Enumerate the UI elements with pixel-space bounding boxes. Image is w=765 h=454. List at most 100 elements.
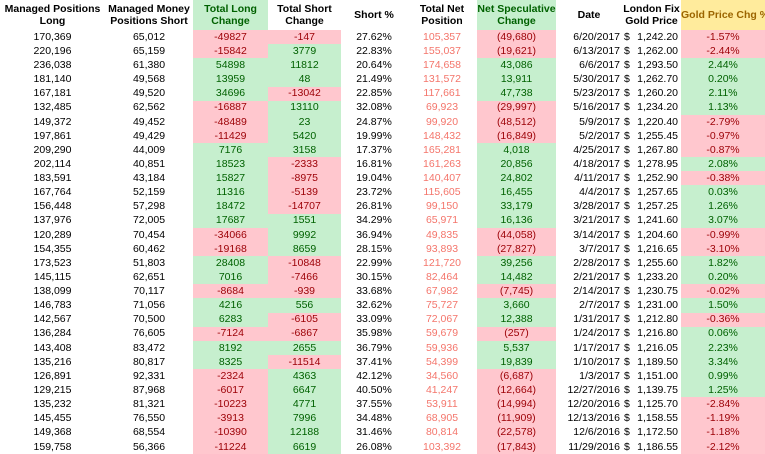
cell-total-long-change[interactable]: 11316: [193, 185, 268, 200]
cell-date[interactable]: 12/6/2016: [556, 425, 622, 440]
cell-net-speculative-change[interactable]: 19,839: [477, 354, 556, 369]
cell-total-long-change[interactable]: 54898: [193, 58, 268, 73]
cell-total-long-change[interactable]: -7124: [193, 326, 268, 341]
cell-date[interactable]: 1/31/2017: [556, 312, 622, 327]
cell-short-pct[interactable]: 36.79%: [341, 340, 407, 355]
cell-gold-price-chg[interactable]: 1.82%: [681, 256, 765, 271]
cell-gold-price[interactable]: $1,216.65: [622, 241, 681, 256]
cell-date[interactable]: 4/25/2017: [556, 143, 622, 158]
cell-managed-long[interactable]: 142,567: [0, 312, 105, 327]
cell-gold-price[interactable]: $1,125.70: [622, 397, 681, 412]
cell-gold-price-chg[interactable]: -0.38%: [681, 171, 765, 186]
cell-gold-price-chg[interactable]: 1.25%: [681, 383, 765, 398]
cell-managed-long[interactable]: 145,115: [0, 270, 105, 285]
cell-gold-price-chg[interactable]: 2.11%: [681, 86, 765, 101]
cell-managed-long[interactable]: 159,758: [0, 439, 105, 454]
cell-gold-price[interactable]: $1,233.20: [622, 270, 681, 285]
cell-gold-price[interactable]: $1,255.45: [622, 128, 681, 143]
cell-managed-short[interactable]: 70,117: [105, 284, 193, 299]
cell-total-short-change[interactable]: -5139: [268, 185, 341, 200]
cell-managed-short[interactable]: 70,454: [105, 227, 193, 242]
cell-total-net-position[interactable]: 65,971: [407, 213, 477, 228]
cell-total-net-position[interactable]: 148,432: [407, 128, 477, 143]
cell-net-speculative-change[interactable]: (11,909): [477, 411, 556, 426]
cell-managed-long[interactable]: 138,099: [0, 284, 105, 299]
cell-total-short-change[interactable]: -11514: [268, 354, 341, 369]
cell-total-short-change[interactable]: 13110: [268, 100, 341, 115]
cell-net-speculative-change[interactable]: 14,482: [477, 270, 556, 285]
cell-managed-short[interactable]: 62,562: [105, 100, 193, 115]
cell-gold-price[interactable]: $1,220.40: [622, 114, 681, 129]
cell-net-speculative-change[interactable]: 39,256: [477, 256, 556, 271]
column-header-short-pct[interactable]: Short %: [341, 0, 407, 30]
cell-gold-price[interactable]: $1,216.05: [622, 340, 681, 355]
cell-short-pct[interactable]: 19.99%: [341, 128, 407, 143]
cell-date[interactable]: 3/7/2017: [556, 241, 622, 256]
cell-date[interactable]: 4/11/2017: [556, 171, 622, 186]
column-header-total-long-change[interactable]: Total Long Change: [193, 0, 268, 30]
cell-managed-short[interactable]: 83,472: [105, 340, 193, 355]
cell-net-speculative-change[interactable]: (17,843): [477, 439, 556, 454]
cell-total-long-change[interactable]: 28408: [193, 256, 268, 271]
cell-managed-long[interactable]: 149,372: [0, 114, 105, 129]
cell-date[interactable]: 1/17/2017: [556, 340, 622, 355]
cell-total-net-position[interactable]: 103,392: [407, 439, 477, 454]
cell-managed-long[interactable]: 120,289: [0, 227, 105, 242]
column-header-gold-price[interactable]: London Fix Gold Price: [622, 0, 681, 30]
cell-gold-price[interactable]: $1,158.55: [622, 411, 681, 426]
cell-short-pct[interactable]: 21.49%: [341, 72, 407, 87]
cell-gold-price-chg[interactable]: 3.07%: [681, 213, 765, 228]
cell-gold-price[interactable]: $1,234.20: [622, 100, 681, 115]
cell-managed-short[interactable]: 70,500: [105, 312, 193, 327]
cell-short-pct[interactable]: 20.64%: [341, 58, 407, 73]
cell-gold-price-chg[interactable]: 1.50%: [681, 298, 765, 313]
cell-gold-price-chg[interactable]: 0.20%: [681, 72, 765, 87]
cell-short-pct[interactable]: 37.41%: [341, 354, 407, 369]
cell-total-short-change[interactable]: 8659: [268, 241, 341, 256]
cell-total-net-position[interactable]: 53,911: [407, 397, 477, 412]
cell-total-short-change[interactable]: 7996: [268, 411, 341, 426]
cell-managed-long[interactable]: 154,355: [0, 241, 105, 256]
cell-gold-price[interactable]: $1,230.75: [622, 284, 681, 299]
cell-managed-long[interactable]: 136,284: [0, 326, 105, 341]
cell-net-speculative-change[interactable]: (7,745): [477, 284, 556, 299]
cell-date[interactable]: 12/13/2016: [556, 411, 622, 426]
cell-managed-short[interactable]: 60,462: [105, 241, 193, 256]
cell-managed-short[interactable]: 51,803: [105, 256, 193, 271]
cell-managed-short[interactable]: 76,605: [105, 326, 193, 341]
cell-short-pct[interactable]: 31.46%: [341, 425, 407, 440]
cell-managed-short[interactable]: 57,298: [105, 199, 193, 214]
cell-total-short-change[interactable]: 1551: [268, 213, 341, 228]
cell-managed-short[interactable]: 52,159: [105, 185, 193, 200]
cell-total-long-change[interactable]: 4216: [193, 298, 268, 313]
column-header-net-speculative-change[interactable]: Net Speculative Change: [477, 0, 556, 30]
cell-net-speculative-change[interactable]: (44,058): [477, 227, 556, 242]
cell-gold-price[interactable]: $1,186.55: [622, 439, 681, 454]
cell-managed-short[interactable]: 43,184: [105, 171, 193, 186]
cell-gold-price-chg[interactable]: 2.44%: [681, 58, 765, 73]
cell-gold-price[interactable]: $1,293.50: [622, 58, 681, 73]
cell-total-net-position[interactable]: 93,893: [407, 241, 477, 256]
cell-net-speculative-change[interactable]: 47,738: [477, 86, 556, 101]
cell-total-long-change[interactable]: -10390: [193, 425, 268, 440]
cell-gold-price-chg[interactable]: 3.34%: [681, 354, 765, 369]
cell-total-long-change[interactable]: -3913: [193, 411, 268, 426]
cell-short-pct[interactable]: 35.98%: [341, 326, 407, 341]
cell-total-long-change[interactable]: 7016: [193, 270, 268, 285]
cell-managed-long[interactable]: 132,485: [0, 100, 105, 115]
cell-date[interactable]: 5/30/2017: [556, 72, 622, 87]
cell-total-short-change[interactable]: -939: [268, 284, 341, 299]
column-header-date[interactable]: Date: [556, 0, 622, 30]
cell-net-speculative-change[interactable]: 24,802: [477, 171, 556, 186]
column-header-total-short-change[interactable]: Total Short Change: [268, 0, 341, 30]
cell-date[interactable]: 5/23/2017: [556, 86, 622, 101]
cell-date[interactable]: 5/16/2017: [556, 100, 622, 115]
cell-total-short-change[interactable]: -6867: [268, 326, 341, 341]
cell-total-short-change[interactable]: 5420: [268, 128, 341, 143]
cell-total-long-change[interactable]: 6283: [193, 312, 268, 327]
cell-date[interactable]: 1/24/2017: [556, 326, 622, 341]
cell-total-long-change[interactable]: -34066: [193, 227, 268, 242]
cell-managed-short[interactable]: 80,817: [105, 354, 193, 369]
cell-date[interactable]: 6/20/2017: [556, 30, 622, 45]
cell-managed-short[interactable]: 65,012: [105, 30, 193, 45]
